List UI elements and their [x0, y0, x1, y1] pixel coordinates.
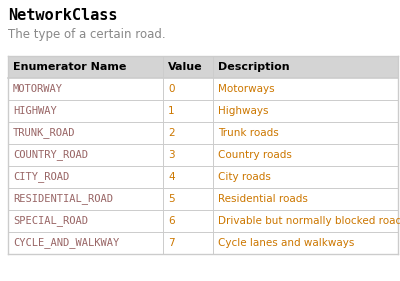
- Text: TRUNK_ROAD: TRUNK_ROAD: [13, 128, 76, 139]
- Text: HIGHWAY: HIGHWAY: [13, 106, 57, 116]
- Bar: [163, 78, 213, 100]
- Bar: [163, 144, 213, 166]
- Text: Cycle lanes and walkways: Cycle lanes and walkways: [218, 238, 354, 248]
- Bar: [8, 232, 163, 254]
- Bar: [163, 100, 213, 122]
- Bar: [213, 188, 398, 210]
- Text: Description: Description: [218, 62, 290, 72]
- Bar: [8, 56, 163, 78]
- Text: CITY_ROAD: CITY_ROAD: [13, 171, 69, 182]
- Text: 3: 3: [168, 150, 175, 160]
- Bar: [213, 100, 398, 122]
- Bar: [163, 210, 213, 232]
- Text: Drivable but normally blocked roads (for cars).: Drivable but normally blocked roads (for…: [218, 216, 400, 226]
- Text: 5: 5: [168, 194, 175, 204]
- Bar: [8, 166, 163, 188]
- Bar: [213, 122, 398, 144]
- Bar: [213, 56, 398, 78]
- Bar: [163, 232, 213, 254]
- Text: The type of a certain road.: The type of a certain road.: [8, 28, 166, 41]
- Text: Highways: Highways: [218, 106, 268, 116]
- Bar: [213, 78, 398, 100]
- Bar: [8, 78, 163, 100]
- Bar: [163, 188, 213, 210]
- Text: 2: 2: [168, 128, 175, 138]
- Text: COUNTRY_ROAD: COUNTRY_ROAD: [13, 149, 88, 160]
- Text: SPECIAL_ROAD: SPECIAL_ROAD: [13, 216, 88, 226]
- Text: Residential roads: Residential roads: [218, 194, 308, 204]
- Text: Trunk roads: Trunk roads: [218, 128, 279, 138]
- Text: MOTORWAY: MOTORWAY: [13, 84, 63, 94]
- Text: 0: 0: [168, 84, 174, 94]
- Bar: [213, 166, 398, 188]
- Bar: [163, 166, 213, 188]
- Text: Value: Value: [168, 62, 203, 72]
- Text: 6: 6: [168, 216, 175, 226]
- Text: City roads: City roads: [218, 172, 271, 182]
- Text: Motorways: Motorways: [218, 84, 275, 94]
- Bar: [213, 232, 398, 254]
- Bar: [163, 122, 213, 144]
- Text: 7: 7: [168, 238, 175, 248]
- Text: 1: 1: [168, 106, 175, 116]
- Text: RESIDENTIAL_ROAD: RESIDENTIAL_ROAD: [13, 194, 113, 205]
- Text: Country roads: Country roads: [218, 150, 292, 160]
- Text: NetworkClass: NetworkClass: [8, 8, 118, 23]
- Text: CYCLE_AND_WALKWAY: CYCLE_AND_WALKWAY: [13, 237, 119, 248]
- Bar: [8, 188, 163, 210]
- Bar: [213, 210, 398, 232]
- Bar: [8, 100, 163, 122]
- Bar: [213, 144, 398, 166]
- Bar: [8, 122, 163, 144]
- Bar: [8, 210, 163, 232]
- Bar: [8, 144, 163, 166]
- Bar: [163, 56, 213, 78]
- Text: Enumerator Name: Enumerator Name: [13, 62, 126, 72]
- Text: 4: 4: [168, 172, 175, 182]
